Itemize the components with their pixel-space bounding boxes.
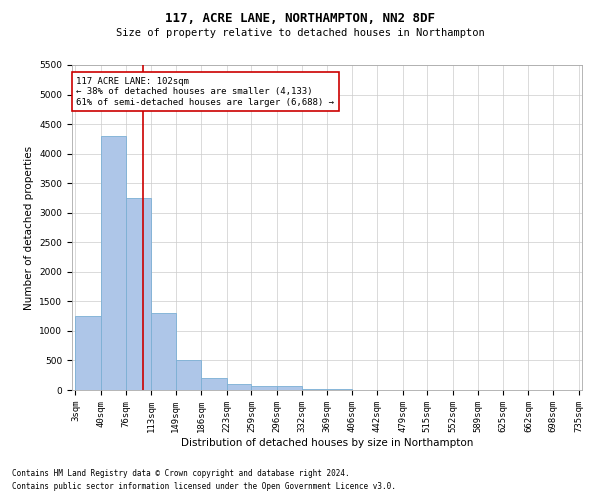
Bar <box>227 384 251 390</box>
Bar <box>251 386 277 390</box>
Bar <box>302 389 327 390</box>
Bar <box>151 313 176 390</box>
Text: Contains HM Land Registry data © Crown copyright and database right 2024.: Contains HM Land Registry data © Crown c… <box>12 468 350 477</box>
Bar <box>277 386 302 390</box>
Text: 117, ACRE LANE, NORTHAMPTON, NN2 8DF: 117, ACRE LANE, NORTHAMPTON, NN2 8DF <box>165 12 435 26</box>
Text: 117 ACRE LANE: 102sqm
← 38% of detached houses are smaller (4,133)
61% of semi-d: 117 ACRE LANE: 102sqm ← 38% of detached … <box>76 77 334 106</box>
Text: Size of property relative to detached houses in Northampton: Size of property relative to detached ho… <box>116 28 484 38</box>
Y-axis label: Number of detached properties: Number of detached properties <box>24 146 34 310</box>
Bar <box>101 136 125 390</box>
Bar <box>76 316 101 390</box>
Bar <box>125 198 151 390</box>
Text: Contains public sector information licensed under the Open Government Licence v3: Contains public sector information licen… <box>12 482 396 491</box>
X-axis label: Distribution of detached houses by size in Northampton: Distribution of detached houses by size … <box>181 438 473 448</box>
Bar <box>201 378 227 390</box>
Bar <box>176 360 201 390</box>
